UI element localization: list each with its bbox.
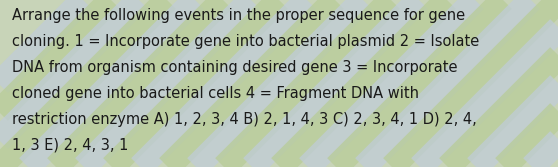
Text: restriction enzyme A) 1, 2, 3, 4 B) 2, 1, 4, 3 C) 2, 3, 4, 1 D) 2, 4,: restriction enzyme A) 1, 2, 3, 4 B) 2, 1…	[12, 112, 477, 127]
Text: cloning. 1 = Incorporate gene into bacterial plasmid 2 = Isolate: cloning. 1 = Incorporate gene into bacte…	[12, 34, 479, 49]
Text: cloned gene into bacterial cells 4 = Fragment DNA with: cloned gene into bacterial cells 4 = Fra…	[12, 86, 419, 101]
Text: DNA from organism containing desired gene 3 = Incorporate: DNA from organism containing desired gen…	[12, 60, 458, 75]
Text: Arrange the following events in the proper sequence for gene: Arrange the following events in the prop…	[12, 8, 465, 23]
Text: 1, 3 E) 2, 4, 3, 1: 1, 3 E) 2, 4, 3, 1	[12, 138, 129, 153]
